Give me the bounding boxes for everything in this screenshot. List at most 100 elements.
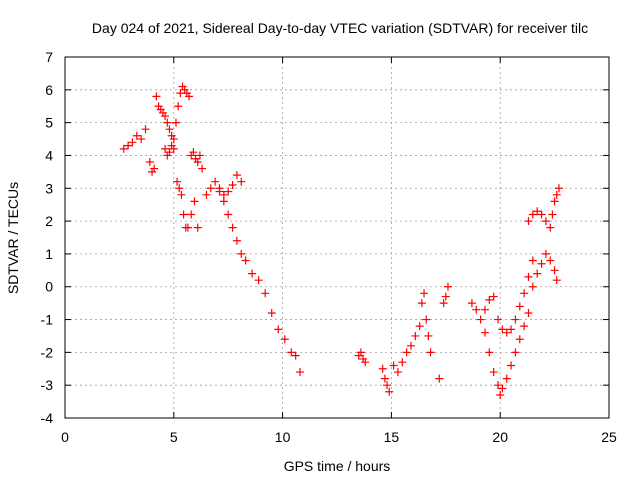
data-point	[119, 144, 128, 153]
data-point	[361, 358, 370, 367]
data-point	[171, 118, 180, 127]
data-point	[426, 348, 435, 357]
data-point	[280, 335, 289, 344]
data-point	[406, 341, 415, 350]
plot-frame	[64, 56, 610, 419]
data-point	[552, 276, 561, 285]
data-point	[248, 269, 257, 278]
x-axis-label: GPS time / hours	[284, 458, 391, 474]
data-point	[291, 351, 300, 360]
data-point	[502, 328, 511, 337]
data-point	[554, 184, 563, 193]
data-point	[537, 210, 546, 219]
data-points	[119, 82, 563, 400]
data-point	[485, 348, 494, 357]
y-tick-label: 7	[45, 49, 53, 65]
data-point	[202, 190, 211, 199]
y-axis-label: SDTVAR / TECUs	[5, 182, 21, 294]
data-point	[141, 125, 150, 134]
data-point	[524, 308, 533, 317]
data-point	[383, 381, 392, 390]
data-point	[402, 348, 411, 357]
data-point	[435, 374, 444, 383]
data-point	[224, 187, 233, 196]
x-tick-label: 0	[61, 429, 69, 445]
data-point	[356, 348, 365, 357]
data-point	[520, 322, 529, 331]
y-tick-label: 2	[45, 213, 53, 229]
data-point	[219, 197, 228, 206]
data-point	[489, 368, 498, 377]
data-point	[498, 325, 507, 334]
data-point	[494, 381, 503, 390]
data-point	[228, 223, 237, 232]
data-point	[520, 289, 529, 298]
x-tick-label: 15	[384, 429, 400, 445]
x-tick-label: 5	[170, 429, 178, 445]
data-point	[193, 158, 202, 167]
data-point	[439, 299, 448, 308]
data-point	[415, 322, 424, 331]
y-tick-label: -1	[41, 312, 54, 328]
data-point	[480, 305, 489, 314]
data-point	[267, 308, 276, 317]
data-point	[187, 210, 196, 219]
data-point	[548, 210, 557, 219]
data-point	[165, 148, 174, 157]
data-point	[169, 144, 178, 153]
data-point	[177, 190, 186, 199]
data-point	[411, 331, 420, 340]
data-point	[378, 364, 387, 373]
data-point	[228, 180, 237, 189]
data-point	[511, 315, 520, 324]
data-point	[541, 217, 550, 226]
data-point	[224, 210, 233, 219]
data-point	[524, 217, 533, 226]
x-tick-label: 10	[275, 429, 291, 445]
data-point	[550, 197, 559, 206]
y-tick-label: -4	[41, 410, 54, 426]
y-tick-label: 6	[45, 82, 53, 98]
data-point	[507, 325, 516, 334]
data-point	[389, 361, 398, 370]
data-point	[161, 112, 170, 121]
data-point	[145, 158, 154, 167]
chart-title: Day 024 of 2021, Sidereal Day-to-day VTE…	[92, 20, 588, 36]
data-point	[198, 164, 207, 173]
x-tick-labels: 0 5 10 15 20 25	[61, 429, 617, 445]
data-point	[124, 141, 133, 150]
data-point	[515, 302, 524, 311]
data-point	[241, 256, 250, 265]
data-point	[237, 177, 246, 186]
data-point	[511, 348, 520, 357]
data-point	[179, 210, 188, 219]
data-point	[417, 299, 426, 308]
data-point	[489, 292, 498, 301]
data-point	[261, 289, 270, 298]
data-point	[528, 256, 537, 265]
data-point	[132, 131, 141, 140]
y-tick-label: 1	[45, 246, 53, 262]
y-tick-label: -3	[41, 377, 54, 393]
y-tick-labels: -4 -3 -2 -1 0 1 2 3 4 5 6 7	[41, 49, 54, 426]
data-point	[528, 282, 537, 291]
x-tick-label: 25	[601, 429, 617, 445]
data-point	[137, 135, 146, 144]
data-point	[232, 171, 241, 180]
data-point	[296, 368, 305, 377]
data-point	[254, 276, 263, 285]
data-point	[422, 315, 431, 324]
data-point	[206, 184, 215, 193]
data-point	[169, 135, 178, 144]
data-point	[533, 207, 542, 216]
data-point	[398, 358, 407, 367]
data-point	[443, 282, 452, 291]
data-point	[163, 118, 172, 127]
data-point	[189, 148, 198, 157]
data-point	[496, 391, 505, 400]
data-point	[420, 289, 429, 298]
data-point	[287, 348, 296, 357]
data-point	[552, 190, 561, 199]
data-point	[498, 384, 507, 393]
